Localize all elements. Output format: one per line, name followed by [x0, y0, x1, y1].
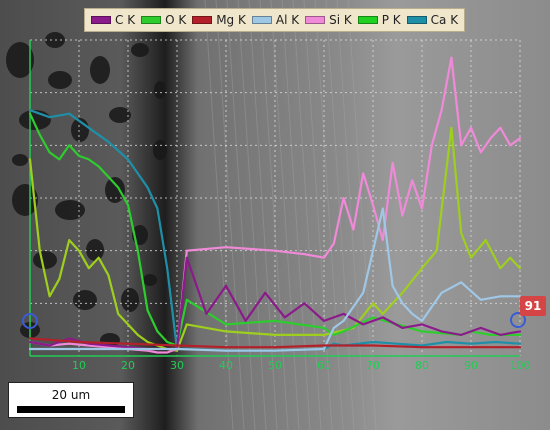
- pore-shape: [86, 239, 104, 261]
- legend-swatch-icon: [141, 16, 162, 24]
- streak-line: [226, 0, 256, 430]
- x-tick-label: 10: [72, 359, 86, 372]
- series-line: [28, 337, 522, 349]
- pore-shape: [33, 251, 57, 269]
- legend-swatch-icon: [91, 16, 111, 24]
- legend-item: P K: [357, 13, 401, 27]
- legend-label: Mg K: [216, 13, 246, 27]
- streak-line: [248, 0, 278, 430]
- x-tick-label: 60: [317, 359, 331, 372]
- series-line: [28, 126, 522, 352]
- streak-line: [270, 0, 300, 430]
- streak-line: [204, 0, 234, 430]
- chart-series: [28, 56, 522, 354]
- series-line: [28, 256, 522, 351]
- pore-shape: [12, 184, 38, 216]
- legend-item: Al K: [251, 13, 300, 27]
- scale-bar: 20 um: [8, 382, 134, 418]
- pore-shape: [153, 140, 167, 160]
- legend-label: C K: [115, 13, 136, 27]
- x-tick-label: 80: [415, 359, 429, 372]
- legend-item: Ca K: [406, 13, 459, 27]
- pore-shape: [6, 42, 34, 78]
- streak-line: [336, 0, 366, 430]
- pore-shape: [121, 288, 139, 312]
- legend-swatch-icon: [305, 16, 326, 24]
- porous-texture: [6, 32, 167, 347]
- pore-shape: [12, 154, 28, 166]
- legend-label: Ca K: [430, 13, 459, 27]
- x-tick-labels: 10 20 30 40 50 60 70 80 90 100: [72, 359, 531, 372]
- pore-shape: [109, 107, 131, 123]
- fiber-streaks: [204, 0, 377, 430]
- streak-line: [215, 0, 245, 430]
- streak-line: [281, 0, 311, 430]
- scale-bar-line: [17, 406, 125, 413]
- x-tick-label: 50: [268, 359, 282, 372]
- x-tick-label: 40: [219, 359, 233, 372]
- legend-swatch-icon: [192, 16, 213, 24]
- end-marker-label: 91: [520, 296, 546, 316]
- pore-shape: [55, 200, 85, 220]
- streak-line: [259, 0, 289, 430]
- x-tick-label: 90: [464, 359, 478, 372]
- legend-item: Si K: [305, 13, 352, 27]
- pore-shape: [131, 43, 149, 57]
- pore-shape: [90, 56, 110, 84]
- pore-shape: [105, 177, 125, 203]
- pore-shape: [48, 71, 72, 89]
- series-line: [28, 207, 522, 352]
- streak-line: [314, 0, 344, 430]
- x-tick-label: 30: [170, 359, 184, 372]
- scale-bar-label: 20 um: [51, 388, 91, 402]
- x-tick-label: 20: [121, 359, 135, 372]
- legend-item: Mg K: [192, 13, 246, 27]
- legend-item: C K: [91, 13, 135, 27]
- legend-swatch-icon: [406, 16, 427, 24]
- streak-line: [347, 0, 377, 430]
- pore-shape: [73, 290, 97, 310]
- streak-line: [292, 0, 322, 430]
- pore-shape: [154, 81, 166, 99]
- streak-line: [303, 0, 333, 430]
- legend-item: O K: [141, 13, 186, 27]
- legend-label: Si K: [329, 13, 352, 27]
- legend-swatch-icon: [357, 16, 378, 24]
- legend-swatch-icon: [251, 16, 272, 24]
- x-tick-label: 100: [510, 359, 531, 372]
- end-marker-icon[interactable]: [510, 312, 526, 328]
- element-legend: C K O K Mg K Al K Si K P K Ca K: [84, 8, 466, 32]
- pore-shape: [143, 274, 157, 286]
- legend-label: P K: [381, 13, 401, 27]
- start-marker-icon[interactable]: [22, 313, 38, 329]
- series-line: [28, 56, 522, 354]
- streak-line: [237, 0, 267, 430]
- legend-label: Al K: [275, 13, 300, 27]
- legend-label: O K: [165, 13, 187, 27]
- x-tick-label: 70: [366, 359, 380, 372]
